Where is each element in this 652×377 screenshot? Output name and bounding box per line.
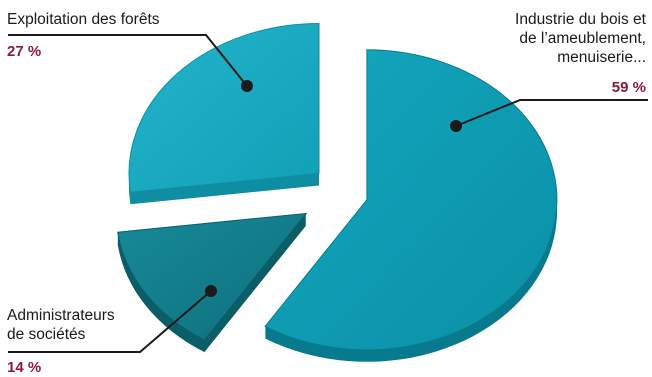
slice-label-exploitation-forets: Exploitation des forêts [7, 11, 160, 28]
slice-label-line: Industrie du bois et [515, 11, 646, 28]
leader-dot-administrateurs [205, 285, 217, 297]
pie-slice-administrateurs [117, 212, 308, 341]
leader-dot-exploitation-forets [241, 80, 253, 92]
slice-label-industrie-bois: Industrie du bois et de l’ameublement, m… [426, 10, 646, 67]
pie-slice-industrie-bois [264, 49, 558, 351]
pie-slice-exploitation-forets [128, 22, 320, 193]
slice-label-line: Administrateurs [7, 307, 115, 324]
slice-label-line: menuiserie... [557, 49, 646, 66]
leader-line-exploitation-forets [8, 34, 248, 87]
leader-dot-industrie-bois [450, 120, 462, 132]
slice-label-administrateurs: Administrateurs de sociétés [7, 306, 167, 344]
leader-line-administrateurs [8, 290, 212, 353]
slice-value-exploitation-forets: 27 % [7, 43, 42, 60]
slice-value-administrateurs: 14 % [7, 359, 42, 376]
slice-value-industrie-bois: 59 % [611, 79, 646, 96]
leader-line-industrie-bois [455, 99, 648, 127]
slice-label-line: de sociétés [7, 326, 86, 343]
slice-label-line: de l’ameublement, [519, 30, 646, 47]
